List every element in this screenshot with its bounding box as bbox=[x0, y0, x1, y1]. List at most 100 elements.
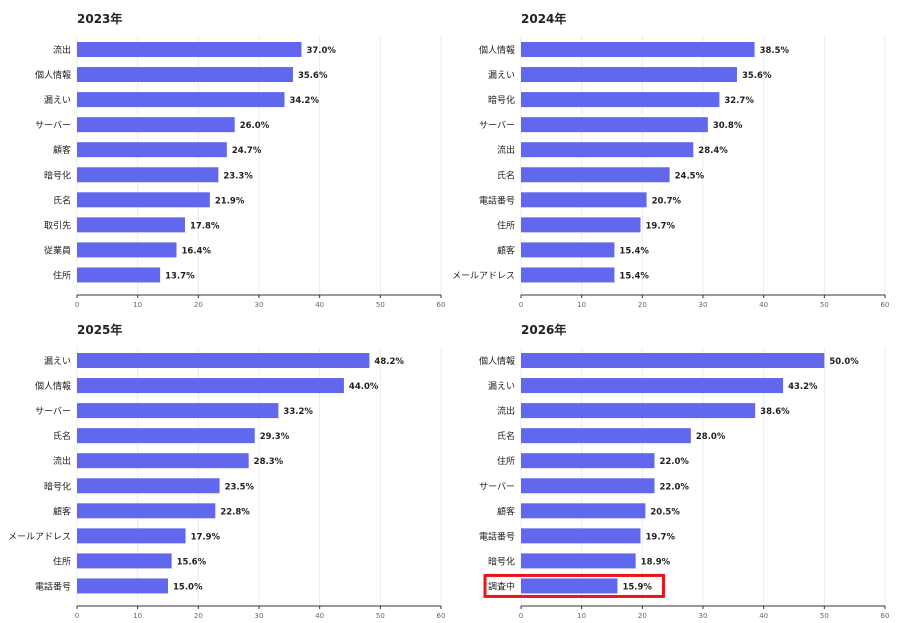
data-label: 15.6% bbox=[177, 557, 207, 567]
bar bbox=[521, 167, 670, 183]
bar bbox=[521, 242, 615, 258]
data-label: 35.6% bbox=[742, 71, 772, 81]
category-label: 電話番号 bbox=[479, 530, 515, 542]
category-label: 流出 bbox=[53, 44, 71, 56]
category-label: 氏名 bbox=[53, 194, 71, 206]
chart-title: 2025年 bbox=[77, 322, 122, 337]
bar bbox=[521, 553, 636, 569]
bar bbox=[521, 378, 784, 394]
category-label: 顧客 bbox=[497, 244, 515, 256]
bar bbox=[77, 242, 177, 258]
data-label: 50.0% bbox=[829, 357, 859, 367]
data-label: 28.0% bbox=[696, 432, 726, 442]
bar bbox=[77, 528, 186, 544]
bar bbox=[521, 142, 694, 158]
bar bbox=[77, 478, 220, 494]
chart-title: 2024年 bbox=[521, 11, 566, 26]
category-label: メールアドレス bbox=[8, 532, 71, 542]
category-label: 個人情報 bbox=[479, 44, 515, 56]
bar bbox=[521, 117, 708, 133]
x-tick-label: 60 bbox=[437, 612, 446, 620]
bar bbox=[77, 378, 344, 394]
x-tick-label: 30 bbox=[699, 612, 708, 620]
bar bbox=[521, 478, 655, 494]
bar bbox=[77, 267, 161, 283]
x-tick-label: 60 bbox=[881, 301, 890, 309]
x-tick-label: 30 bbox=[255, 301, 264, 309]
x-tick-label: 50 bbox=[376, 301, 385, 309]
bar bbox=[77, 167, 219, 183]
category-label: サーバー bbox=[35, 406, 71, 417]
bar bbox=[77, 92, 285, 108]
category-label: 電話番号 bbox=[35, 580, 71, 592]
category-label: 電話番号 bbox=[479, 194, 515, 206]
x-tick-label: 0 bbox=[519, 612, 523, 620]
category-label: 住所 bbox=[53, 269, 71, 281]
bar bbox=[77, 578, 168, 594]
bar bbox=[77, 42, 302, 57]
category-label: 暗号化 bbox=[488, 94, 515, 106]
bar bbox=[77, 142, 227, 158]
x-tick-label: 20 bbox=[194, 301, 203, 309]
bar bbox=[77, 192, 210, 208]
x-tick-label: 0 bbox=[75, 301, 79, 309]
data-label: 38.5% bbox=[760, 46, 790, 56]
bar bbox=[77, 353, 370, 368]
data-label: 29.3% bbox=[260, 432, 290, 442]
bar bbox=[521, 428, 691, 444]
data-label: 22.0% bbox=[659, 482, 689, 492]
data-label: 43.2% bbox=[788, 382, 818, 392]
x-tick-label: 10 bbox=[133, 612, 142, 620]
data-label: 15.4% bbox=[619, 271, 649, 281]
data-label: 35.6% bbox=[298, 71, 328, 81]
bar bbox=[521, 92, 720, 108]
category-label: 漏えい bbox=[488, 69, 515, 81]
category-label: 顧客 bbox=[53, 144, 71, 156]
bar bbox=[521, 192, 647, 208]
x-tick-label: 0 bbox=[519, 301, 523, 309]
x-tick-label: 40 bbox=[759, 612, 768, 620]
category-label: 住所 bbox=[53, 555, 71, 567]
data-label: 32.7% bbox=[724, 96, 754, 106]
data-label: 20.7% bbox=[652, 196, 682, 206]
data-label: 30.8% bbox=[713, 121, 743, 131]
data-label: 15.0% bbox=[173, 582, 203, 592]
data-label: 26.0% bbox=[240, 121, 270, 131]
data-label: 24.5% bbox=[675, 171, 705, 181]
x-tick-label: 20 bbox=[638, 612, 647, 620]
bar bbox=[521, 503, 646, 519]
category-label: サーバー bbox=[479, 120, 515, 131]
x-tick-label: 60 bbox=[881, 612, 890, 620]
bar bbox=[77, 428, 255, 444]
x-tick-label: 50 bbox=[820, 301, 829, 309]
x-tick-label: 10 bbox=[577, 301, 586, 309]
bar bbox=[77, 453, 249, 469]
x-tick-label: 50 bbox=[376, 612, 385, 620]
x-tick-label: 60 bbox=[437, 301, 446, 309]
data-label: 28.4% bbox=[698, 146, 728, 156]
category-label: 暗号化 bbox=[44, 480, 71, 492]
category-label: 住所 bbox=[497, 219, 515, 231]
category-label: 顧客 bbox=[53, 505, 71, 517]
data-label: 24.7% bbox=[232, 146, 262, 156]
data-label: 28.3% bbox=[254, 457, 284, 467]
category-label: 個人情報 bbox=[35, 380, 71, 392]
data-label: 23.5% bbox=[225, 482, 255, 492]
x-tick-label: 0 bbox=[75, 612, 79, 620]
bar bbox=[521, 42, 755, 57]
data-label: 19.7% bbox=[646, 532, 676, 542]
data-label: 34.2% bbox=[289, 96, 319, 106]
category-label: 漏えい bbox=[488, 380, 515, 392]
data-label: 16.4% bbox=[181, 246, 211, 256]
category-label: 従業員 bbox=[44, 244, 71, 256]
data-label: 17.8% bbox=[190, 221, 220, 231]
data-label: 38.6% bbox=[760, 407, 790, 417]
data-label: 13.7% bbox=[165, 271, 195, 281]
x-tick-label: 40 bbox=[759, 301, 768, 309]
category-label: 流出 bbox=[497, 405, 515, 417]
bar bbox=[521, 267, 615, 283]
data-label: 22.8% bbox=[220, 507, 250, 517]
x-tick-label: 30 bbox=[255, 612, 264, 620]
